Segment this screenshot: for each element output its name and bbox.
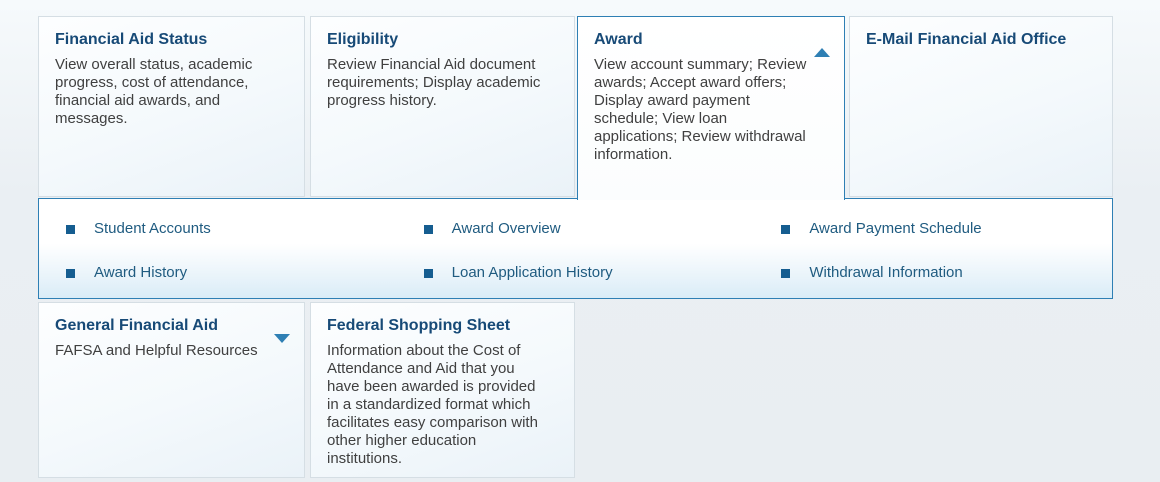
square-bullet-icon bbox=[66, 268, 75, 278]
menu-item-withdrawal-information[interactable]: Withdrawal Information bbox=[754, 251, 1112, 295]
collapse-up-arrow-icon[interactable] bbox=[814, 48, 830, 57]
card-financial-aid-status[interactable]: Financial Aid Status View overall status… bbox=[38, 16, 305, 197]
card-email-financial-aid-office[interactable]: E-Mail Financial Aid Office bbox=[849, 16, 1113, 197]
card-description-award: View account summary; Review awards; Acc… bbox=[594, 56, 807, 163]
award-dropdown-panel: Student Accounts Award Overview Award Pa… bbox=[38, 198, 1113, 299]
menu-item-loan-application-history[interactable]: Loan Application History bbox=[397, 251, 755, 295]
square-bullet-icon bbox=[66, 224, 75, 234]
card-title-eligibility: Eligibility bbox=[327, 31, 399, 48]
card-federal-shopping-sheet[interactable]: Federal Shopping Sheet Information about… bbox=[310, 302, 575, 478]
card-eligibility[interactable]: Eligibility Review Financial Aid documen… bbox=[310, 16, 575, 197]
card-description-federal-shopping-sheet: Information about the Cost of Attendance… bbox=[327, 342, 538, 467]
square-bullet-icon bbox=[423, 268, 433, 278]
menu-item-award-payment-schedule[interactable]: Award Payment Schedule bbox=[754, 207, 1112, 251]
card-title-award: Award bbox=[594, 31, 643, 48]
menu-item-label: Award Payment Schedule bbox=[809, 220, 982, 237]
menu-item-label: Award History bbox=[94, 264, 188, 281]
square-bullet-icon bbox=[781, 224, 791, 234]
card-award-expanded[interactable]: Award View account summary; Review award… bbox=[577, 16, 845, 200]
card-title-federal-shopping-sheet: Federal Shopping Sheet bbox=[327, 317, 511, 334]
menu-item-label: Loan Application History bbox=[451, 264, 613, 281]
square-bullet-icon bbox=[781, 268, 791, 278]
menu-item-label: Student Accounts bbox=[94, 220, 211, 237]
menu-item-label: Award Overview bbox=[451, 220, 561, 237]
square-bullet-icon bbox=[423, 224, 433, 234]
card-description-eligibility: Review Financial Aid document requiremen… bbox=[327, 56, 541, 109]
expand-down-arrow-icon[interactable] bbox=[274, 334, 290, 343]
card-general-financial-aid[interactable]: General Financial Aid FAFSA and Helpful … bbox=[38, 302, 305, 478]
menu-item-student-accounts[interactable]: Student Accounts bbox=[39, 207, 397, 251]
menu-item-award-overview[interactable]: Award Overview bbox=[397, 207, 755, 251]
card-title-general-financial-aid: General Financial Aid bbox=[55, 317, 219, 334]
card-title-email-financial-aid-office: E-Mail Financial Aid Office bbox=[866, 31, 1067, 48]
award-menu-grid: Student Accounts Award Overview Award Pa… bbox=[39, 199, 1112, 295]
card-description-general-financial-aid: FAFSA and Helpful Resources bbox=[55, 342, 258, 359]
card-title-financial-aid-status: Financial Aid Status bbox=[55, 31, 208, 48]
card-description-financial-aid-status: View overall status, academic progress, … bbox=[55, 56, 253, 127]
menu-item-award-history[interactable]: Award History bbox=[39, 251, 397, 295]
menu-item-label: Withdrawal Information bbox=[809, 264, 963, 281]
